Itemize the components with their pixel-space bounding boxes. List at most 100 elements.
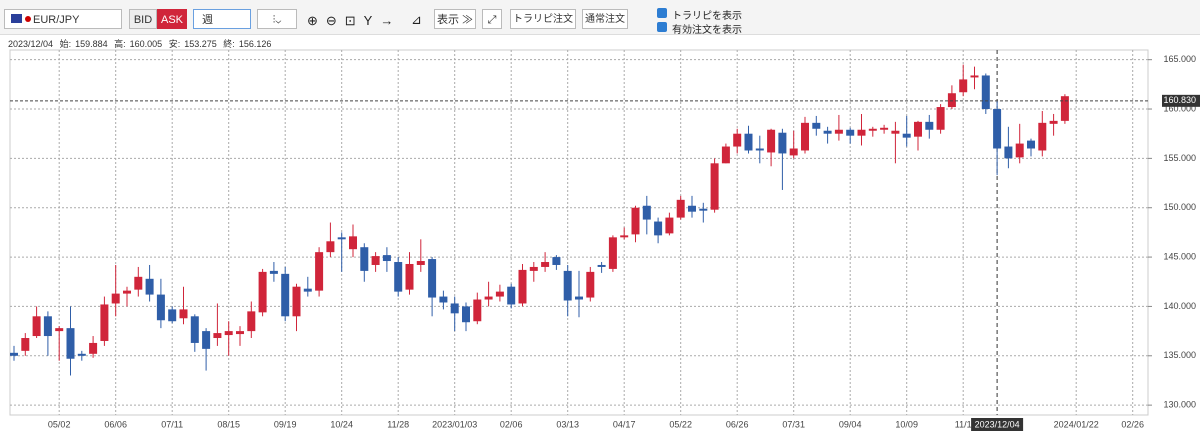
candle-body	[529, 266, 538, 271]
candle-body	[123, 290, 131, 294]
candle-body	[349, 236, 357, 250]
display-button[interactable]: 表示 ≫	[434, 9, 476, 29]
candle-body	[484, 296, 493, 300]
candle-body	[507, 286, 516, 305]
candle-body	[326, 241, 335, 253]
candle-body	[981, 75, 990, 110]
chart-type[interactable]: ⫶⌄	[257, 9, 297, 29]
bid-button[interactable]: BID	[129, 9, 157, 29]
candle-body	[518, 269, 527, 304]
ask-button[interactable]: ASK	[157, 9, 187, 29]
candle-body	[337, 237, 346, 240]
checkbox[interactable]	[657, 22, 667, 32]
label: 終:	[223, 39, 235, 49]
expand-button[interactable]: ⤢	[482, 9, 502, 29]
period: 週	[202, 14, 213, 26]
checkbox[interactable]	[657, 8, 667, 18]
candle-body	[857, 129, 866, 136]
candle-body	[281, 273, 290, 317]
x-tick-label: 2024/01/22	[1054, 419, 1099, 429]
candle-body	[1015, 143, 1024, 158]
candle-body	[89, 342, 98, 354]
label: 始:	[59, 39, 72, 49]
x-tick-label: 10/24	[330, 419, 353, 429]
candle-body	[563, 270, 572, 301]
trarip-order-button[interactable]: トラリピ注文	[510, 9, 576, 29]
candle-body	[258, 271, 267, 313]
candle-body	[767, 129, 776, 153]
candle-body	[970, 75, 979, 78]
candle-body	[202, 331, 211, 349]
plot-border	[9, 49, 1149, 416]
candle-body	[360, 247, 369, 271]
candle-body	[394, 262, 403, 292]
candle-body	[710, 163, 719, 210]
ohlc-info: 2023/12/04 始: 159.884 高: 160.005 安: 153.275…	[8, 37, 275, 50]
x-tick-label: 05/22	[669, 419, 692, 429]
x-tick-label: 05/02	[48, 419, 71, 429]
candle-body	[880, 127, 889, 130]
candle-body	[1060, 96, 1069, 121]
candle-body	[925, 121, 934, 130]
flag-dot	[25, 16, 31, 22]
x-tick-label: 2023/01/03	[432, 419, 477, 429]
x-tick-label: 07/11	[161, 419, 183, 429]
candle-body	[586, 271, 595, 298]
candle-body	[495, 291, 504, 297]
indicator-icon[interactable]: ⊿	[411, 12, 422, 27]
tool-icons[interactable]: ⊕⊖⊡Y→	[307, 13, 402, 28]
candle-body	[801, 122, 809, 151]
period-select[interactable]: 週	[193, 9, 251, 29]
candle-body	[665, 217, 674, 234]
candle-body	[891, 130, 900, 134]
candle-body	[947, 93, 956, 108]
candle-body	[846, 129, 855, 136]
candle-body	[597, 264, 606, 267]
candle-body	[315, 252, 324, 291]
y-tick-label: 140.000	[1163, 301, 1196, 311]
label: 安:	[168, 39, 181, 49]
candle-body	[721, 146, 730, 164]
y-tick-label: 130.000	[1163, 400, 1196, 410]
y-tick-label: 145.000	[1163, 251, 1196, 261]
toolbar: EUR/JPY BID ASK 週 ⫶⌄ ⊕⊖⊡Y→ ⊿ 表示 ≫ ⤢ トラリピ…	[0, 0, 1200, 36]
candle-body	[439, 296, 448, 303]
crosshair-label-bg	[971, 418, 1024, 431]
date: 2023/12/04	[8, 39, 54, 49]
show-trarip: トラリピを表示	[672, 11, 742, 22]
x-tick-label: 02/26	[1121, 419, 1144, 429]
candle-body	[552, 257, 561, 265]
candle-body	[631, 207, 640, 235]
candle-body	[676, 199, 685, 218]
x-tick-label: 06/06	[104, 419, 127, 429]
candle-body	[10, 352, 18, 356]
y-tick-label: 135.000	[1163, 350, 1196, 360]
candle-body	[55, 328, 64, 332]
candle-body	[959, 79, 968, 93]
candle-body	[190, 316, 199, 343]
candle-body	[778, 132, 787, 154]
candle-body	[371, 256, 380, 265]
y-tick-label: 160.000	[1163, 103, 1196, 113]
x-tick-label: 08/15	[217, 419, 240, 429]
candle-body	[111, 293, 120, 304]
candle-body	[812, 122, 821, 129]
candle-body	[21, 338, 30, 351]
candle-body	[77, 353, 86, 356]
candle-body	[688, 205, 696, 212]
candle-body	[145, 278, 154, 295]
candle-body	[382, 255, 391, 262]
candle-body	[428, 259, 437, 298]
candle-body	[303, 288, 312, 292]
symbol-select[interactable]: EUR/JPY	[4, 9, 122, 29]
normal-order-button[interactable]: 通常注文	[582, 9, 628, 29]
candle-body	[32, 316, 41, 337]
candle-body	[1004, 146, 1013, 159]
candle-body	[168, 309, 177, 322]
candle-body	[156, 294, 165, 321]
candle-body	[1027, 140, 1035, 149]
candle-body	[834, 129, 843, 134]
x-tick-label: 09/19	[274, 419, 297, 429]
candle-body	[247, 311, 256, 332]
symbol: EUR/JPY	[33, 14, 80, 26]
